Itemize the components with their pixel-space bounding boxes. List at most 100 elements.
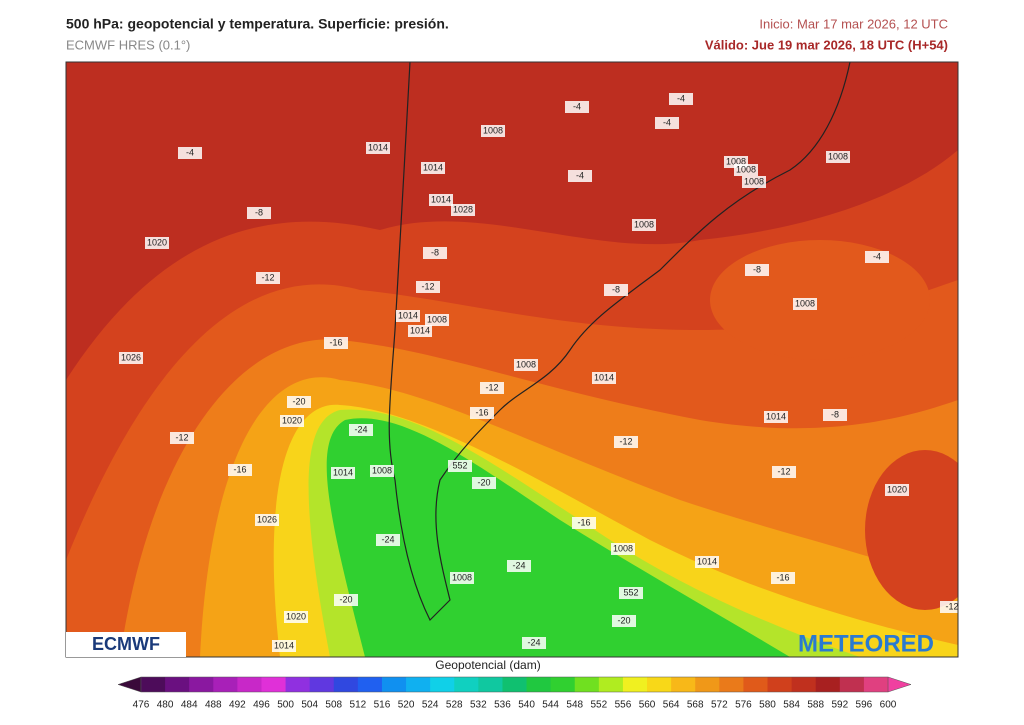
colorbar-segment [237,677,262,692]
contour-label-box [255,514,279,526]
model: ECMWF HRES (0.1°) [66,37,190,52]
contour-label-box [280,415,304,427]
colorbar-segment [357,677,383,692]
contour-label-box [324,337,348,349]
contour-label: -12 [421,281,434,291]
contour-label-box [793,298,817,310]
colorbar-segment [767,677,793,692]
colorbar-tick-label: 560 [639,700,656,711]
colorbar-tick-label: 600 [880,700,897,711]
contour-label-box [619,587,643,599]
colorbar-segment [285,677,311,692]
contour-label-box [823,409,847,421]
contour-label: 1026 [257,514,277,524]
colorbar-tick-label: 584 [783,700,800,711]
contour-label-box [421,162,445,174]
contour-label-box [470,407,494,419]
colorbar-segment [791,677,817,692]
contour-label-box [669,93,693,105]
colorbar-segment [309,677,335,692]
contour-label: 1020 [147,237,167,247]
colorbar-segment [863,677,889,692]
ecmwf-logo: ECMWF [92,634,160,654]
colorbar-segment [671,677,696,692]
contour-label: -16 [329,337,342,347]
colorbar-tick-label: 596 [856,700,873,711]
contour-label-box [611,543,635,555]
contour-label: -8 [831,409,839,419]
contour-label: 552 [623,587,638,597]
colorbar-label: Geopotencial (dam) [435,658,540,672]
contour-label: 1014 [410,325,430,335]
contour-label-box [334,594,358,606]
contour-label: 1014 [333,467,353,477]
colorbar-tick-label: 564 [663,700,680,711]
contour-label-box [826,151,850,163]
colorbar-segment [141,677,166,692]
contour-label-box [284,611,308,623]
colorbar-segment [213,677,238,692]
colorbar-segment [598,677,624,692]
colorbar-frame [140,676,889,693]
contour-label: -16 [577,517,590,527]
contour-label-box [507,560,531,572]
contour-label: -8 [255,207,263,217]
colorbar-segment [333,677,359,692]
colorbar-tick-label: 500 [277,700,294,711]
colorbar-tick-label: 556 [615,700,632,711]
contour-label: 552 [452,460,467,470]
contour-label-box [655,117,679,129]
contour-label: 1014 [274,640,294,650]
contour-label-box [256,272,280,284]
contour-label-box [119,352,143,364]
contour-label: 1008 [634,219,654,229]
contour-label-box [865,251,889,263]
contour-label: -12 [945,601,958,611]
colorbar-tick-label: 488 [205,700,222,711]
contour-label-box [376,534,400,546]
colorbar-tick-label: 512 [350,700,367,711]
contour-label: 1014 [423,162,443,172]
contour-label: -12 [261,272,274,282]
contour-label: -20 [292,396,305,406]
contour-label: 1008 [372,465,392,475]
contour-label-box [480,382,504,394]
contour-label: 1014 [398,310,418,320]
contour-label-box [481,125,505,137]
contour-label-box [366,142,390,154]
contour-label: -16 [776,572,789,582]
contour-label: -20 [339,594,352,604]
colorbar-segment [454,677,479,692]
colorbar-tick-label: 532 [470,700,487,711]
contour-label: 1014 [431,194,451,204]
colorbar-segment [719,677,744,692]
contour-label: -4 [576,170,584,180]
contour-label: 1008 [726,156,746,166]
contour-label: -4 [663,117,671,127]
colorbar-tick-label: 528 [446,700,463,711]
contour-label: 1020 [282,415,302,425]
colorbar-segment [261,677,287,692]
colorbar-tick-label: 476 [133,700,150,711]
title: 500 hPa: geopotencial y temperatura. Sup… [66,16,449,32]
contour-label: 1008 [828,151,848,161]
contour-label-box [745,264,769,276]
contour-label: 1020 [286,611,306,621]
contour-label: -20 [477,477,490,487]
contour-label-box [287,396,311,408]
contour-label-box [572,517,596,529]
colorbar-segment [165,677,190,692]
colorbar-segment [478,677,503,692]
contour-label: 1008 [452,572,472,582]
colorbar-segment [430,677,455,692]
contour-label: -8 [753,264,761,274]
colorbar-tick-label: 572 [711,700,728,711]
contour-label: -24 [381,534,394,544]
colorbar-segment [189,677,214,692]
contour-label: -12 [777,466,790,476]
contour-label: 1008 [483,125,503,135]
contour-label-box [695,556,719,568]
contour-label: -24 [354,424,367,434]
colorbar-segment [550,677,576,692]
